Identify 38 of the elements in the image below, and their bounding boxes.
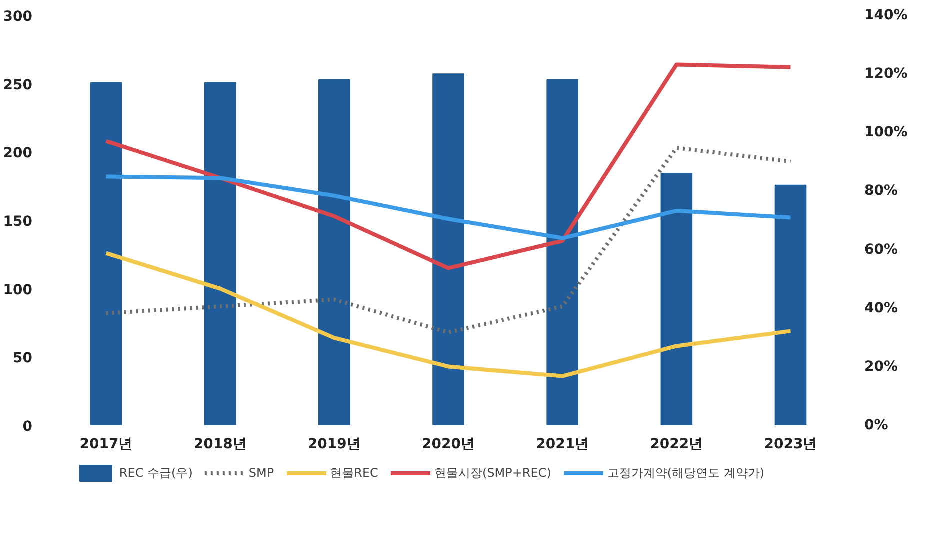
x-tick-label: 2017년	[80, 436, 133, 452]
bar	[204, 82, 236, 426]
line-series	[104, 146, 793, 335]
y-tick-label: 50	[13, 350, 33, 367]
bar	[318, 79, 350, 426]
line-series	[104, 62, 793, 270]
y-tick-label: 0	[22, 419, 33, 435]
line-series	[104, 174, 793, 240]
legend-label: REC 수급(우)	[119, 464, 193, 482]
legend-label: 고정가계약(해당연도 계약가)	[607, 464, 765, 482]
y2-tick-label: 60%	[864, 242, 898, 258]
legend-label: 현물REC	[330, 464, 378, 482]
y2-tick-label: 20%	[864, 358, 898, 375]
legend-label: SMP	[248, 466, 274, 480]
x-tick-label: 2022년	[650, 436, 704, 452]
bar	[546, 79, 578, 426]
x-tick-label: 2020년	[422, 436, 475, 452]
legend-label: 현물시장(SMP+REC)	[434, 464, 552, 482]
y-tick-label: 200	[3, 146, 33, 162]
line-series	[104, 251, 793, 378]
x-tick-label: 2018년	[194, 436, 247, 452]
y-tick-label: 100	[3, 282, 33, 298]
y-tick-label: 300	[3, 9, 33, 25]
y2-tick-label: 100%	[864, 124, 908, 141]
y2-tick-label: 0%	[864, 418, 888, 434]
y2-tick-label: 120%	[864, 66, 908, 82]
y2-tick-label: 140%	[864, 8, 908, 24]
x-tick-label: 2019년	[308, 436, 361, 452]
bar	[90, 82, 122, 426]
x-tick-label: 2023년	[764, 436, 818, 452]
x-tick-label: 2021년	[536, 436, 590, 452]
y2-tick-label: 40%	[864, 300, 898, 316]
bar	[774, 184, 807, 426]
bar	[432, 74, 464, 426]
y2-tick-label: 80%	[864, 183, 898, 200]
y-tick-label: 150	[3, 214, 33, 230]
bar	[660, 173, 693, 426]
y-tick-label: 250	[3, 77, 33, 94]
